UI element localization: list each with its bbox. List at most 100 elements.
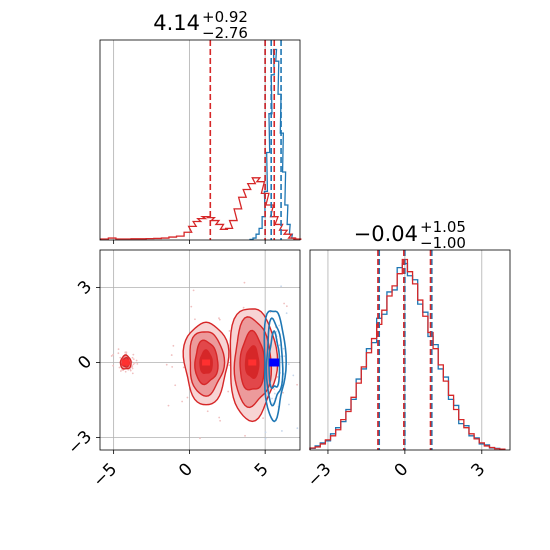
axes-frame bbox=[309, 249, 511, 451]
scatter-point bbox=[228, 329, 231, 332]
scatter-point bbox=[292, 374, 295, 377]
panel-1-title: 4.14 bbox=[153, 11, 200, 35]
tick-label-x: −3 bbox=[304, 459, 336, 491]
blue-center-marker bbox=[269, 358, 280, 367]
scatter-point bbox=[285, 312, 288, 315]
scatter-point bbox=[283, 302, 285, 305]
tick-label-x: 0 bbox=[175, 459, 197, 481]
scatter-point bbox=[243, 281, 246, 284]
scatter-point bbox=[218, 317, 220, 320]
scatter-point bbox=[296, 427, 299, 430]
scatter-point bbox=[167, 404, 170, 407]
scatter-point bbox=[227, 390, 230, 393]
scatter-point bbox=[276, 376, 279, 378]
scatter-point bbox=[186, 396, 189, 399]
scatter-point bbox=[285, 305, 288, 308]
scatter-point bbox=[280, 285, 283, 288]
scatter-point bbox=[275, 330, 278, 333]
panel-3-title-lower: −1.00 bbox=[420, 234, 466, 252]
histogram-blue bbox=[309, 262, 506, 451]
tick-label-y: −3 bbox=[64, 427, 96, 459]
scatter-point bbox=[131, 372, 134, 375]
scatter-point bbox=[244, 434, 246, 437]
scatter-point bbox=[182, 366, 185, 369]
panel-2-contour: −5 0 5 −3 0 3 bbox=[64, 249, 301, 491]
scatter-point bbox=[133, 362, 136, 364]
axes-frame bbox=[99, 249, 301, 451]
scatter-point bbox=[218, 318, 221, 321]
contour-blue bbox=[268, 330, 281, 390]
scatter-point bbox=[264, 437, 267, 440]
scatter-point bbox=[124, 351, 127, 354]
scatter-point bbox=[218, 416, 221, 419]
scatter-point bbox=[287, 363, 290, 366]
axes-frame bbox=[99, 39, 301, 241]
scatter-point bbox=[219, 419, 222, 422]
tick-label-x: 3 bbox=[468, 459, 490, 481]
scatter-point bbox=[190, 305, 193, 308]
tick-label-x: −5 bbox=[89, 459, 121, 491]
scatter-point bbox=[119, 370, 122, 372]
scatter-point bbox=[288, 403, 290, 406]
scatter-point bbox=[117, 352, 120, 355]
scatter-point bbox=[273, 388, 276, 391]
scatter-point bbox=[282, 391, 284, 394]
scatter-point bbox=[129, 369, 132, 372]
scatter-point bbox=[124, 370, 127, 373]
tick-label-y: 3 bbox=[74, 277, 96, 299]
scatter-point bbox=[172, 344, 175, 347]
scatter-point bbox=[132, 363, 135, 366]
scatter-point bbox=[112, 364, 115, 367]
tick-label-x: 0 bbox=[391, 459, 413, 481]
histogram-red bbox=[309, 258, 506, 450]
scatter-point bbox=[131, 356, 134, 359]
scatter-point bbox=[171, 366, 174, 368]
scatter-point bbox=[181, 400, 184, 403]
scatter-point bbox=[131, 367, 134, 370]
scatter-point bbox=[283, 355, 286, 358]
scatter-point bbox=[262, 417, 264, 420]
scatter-point bbox=[264, 431, 267, 434]
panel-1-title-upper: +0.92 bbox=[202, 8, 248, 26]
scatter-point bbox=[129, 368, 132, 371]
scatter-point bbox=[135, 359, 138, 362]
scatter-point bbox=[112, 353, 114, 356]
scatter-point bbox=[119, 356, 122, 359]
scatter-point bbox=[118, 366, 121, 369]
panel-1-title-main: 4.14 bbox=[153, 11, 200, 35]
contour-area bbox=[100, 250, 300, 450]
scatter-point bbox=[192, 289, 195, 292]
scatter-point bbox=[117, 348, 120, 351]
scatter-point bbox=[206, 410, 209, 413]
scatter-point bbox=[271, 397, 273, 400]
contour-blue bbox=[265, 317, 284, 407]
scatter-point bbox=[122, 369, 125, 372]
contour-blue bbox=[263, 310, 288, 423]
scatter-point bbox=[242, 306, 245, 309]
scatter-point bbox=[174, 384, 177, 387]
scatter-point bbox=[132, 358, 135, 361]
scatter-point bbox=[110, 355, 113, 357]
scatter-point bbox=[296, 383, 298, 386]
panel-3-title-upper: +1.05 bbox=[420, 218, 466, 236]
scatter-point bbox=[281, 430, 283, 432]
red-center-marker bbox=[248, 359, 257, 366]
red-center-marker bbox=[202, 359, 211, 366]
scatter-point bbox=[194, 318, 196, 321]
scatter-point bbox=[131, 365, 134, 367]
scatter-point bbox=[199, 437, 201, 440]
scatter-point bbox=[132, 353, 135, 356]
scatter-point bbox=[165, 363, 168, 366]
tick-label-y: 0 bbox=[74, 352, 96, 374]
scatter-point bbox=[170, 354, 173, 356]
scatter-point bbox=[228, 364, 231, 367]
scatter-point bbox=[278, 344, 281, 347]
scatter-point bbox=[273, 392, 276, 395]
tick-label-x: 5 bbox=[251, 459, 273, 481]
scatter-point bbox=[278, 324, 281, 327]
panel-1-title-lower: −2.76 bbox=[202, 24, 248, 42]
scatter-point bbox=[282, 347, 285, 350]
panel-3-title-main: −0.04 bbox=[354, 222, 418, 246]
panel-1-histogram bbox=[99, 39, 302, 244]
